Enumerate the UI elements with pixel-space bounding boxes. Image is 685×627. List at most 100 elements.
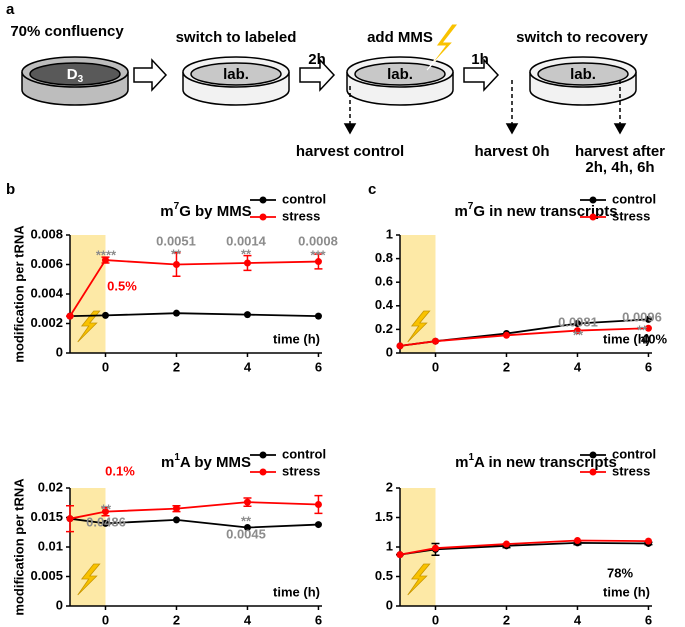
medium xyxy=(537,62,629,86)
data-point xyxy=(66,312,74,320)
x-axis-label: time (h) xyxy=(273,331,320,346)
data-point xyxy=(101,311,109,319)
legend-label: stress xyxy=(282,208,320,223)
x-tick-label: 0 xyxy=(102,612,109,627)
title-part: 7 xyxy=(468,201,474,212)
y-tick-label: 2 xyxy=(386,479,393,494)
panel-label: b xyxy=(6,181,15,198)
data-point xyxy=(243,498,251,506)
x-axis-label: time (h) xyxy=(603,584,650,599)
highlight-band xyxy=(70,235,106,353)
x-tick-label: 4 xyxy=(244,359,252,374)
data-point xyxy=(172,516,180,524)
chart: 0 0.2 0.4 0.6 0.8 1 0 2 4 6 time (h) m7G in new tra… xyxy=(375,191,668,374)
data-point xyxy=(502,540,510,548)
dish-label-main: D xyxy=(67,66,78,83)
data-point xyxy=(431,337,439,345)
legend-label: stress xyxy=(612,208,650,223)
data-point xyxy=(573,327,581,335)
x-tick-label: 0 xyxy=(432,359,439,374)
x-tick-label: 6 xyxy=(645,359,652,374)
annotation: ** xyxy=(171,246,182,261)
annotation: 0.0081 xyxy=(558,314,598,329)
step-label: 70% confluency xyxy=(10,23,124,40)
x-tick-label: 4 xyxy=(244,612,252,627)
dish-label: lab. xyxy=(570,66,596,83)
title-part: G in new transcripts xyxy=(473,203,617,220)
x-tick-label: 2 xyxy=(503,359,510,374)
medium xyxy=(354,62,446,86)
harvest-label: 2h, 4h, 6h xyxy=(585,159,654,176)
legend-marker xyxy=(589,468,597,476)
legend-marker xyxy=(589,213,597,221)
annotation: 0.0486 xyxy=(86,514,126,529)
data-point xyxy=(101,519,109,527)
data-point xyxy=(396,342,404,350)
x-tick-label: 6 xyxy=(315,612,322,627)
data-point xyxy=(243,311,251,319)
legend-marker xyxy=(259,468,267,476)
harvest-label: harvest control xyxy=(296,143,404,160)
lightning-icon xyxy=(426,23,460,71)
chart-title: m1A in new transcripts xyxy=(455,452,617,471)
y-tick-label: 1.5 xyxy=(375,509,393,524)
y-tick-label: 0.02 xyxy=(38,479,63,494)
harvest-label: harvest 0h xyxy=(474,143,549,160)
x-tick-label: 0 xyxy=(102,359,109,374)
y-tick-label: 1 xyxy=(386,538,393,553)
dish-label: D3 xyxy=(67,66,84,85)
y-tick-label: 0.005 xyxy=(30,568,63,583)
medium xyxy=(190,62,282,86)
annotation: ** xyxy=(241,246,252,261)
annotation: 0.0014 xyxy=(226,233,267,248)
data-point xyxy=(644,324,652,332)
medium xyxy=(29,62,121,86)
annotation: 0.0051 xyxy=(156,233,196,248)
step-label: switch to recovery xyxy=(516,29,648,46)
delay-label: 1h xyxy=(471,51,489,68)
step-label: add MMS xyxy=(367,29,433,46)
y-tick-label: 0.8 xyxy=(375,250,393,265)
x-tick-label: 0 xyxy=(432,612,439,627)
y-tick-label: 0 xyxy=(386,344,393,359)
data-point xyxy=(101,508,109,516)
title-part: m xyxy=(454,203,467,220)
panel-label: c xyxy=(368,181,376,198)
lightning-icon xyxy=(77,310,101,343)
legend-label: control xyxy=(282,191,326,206)
y-tick-label: 0.015 xyxy=(30,509,63,524)
annotation: 78% xyxy=(607,565,633,580)
schematic xyxy=(21,23,637,135)
data-point xyxy=(172,261,180,268)
annotation: ** xyxy=(241,513,252,528)
annotation: 0.0008 xyxy=(298,233,338,248)
lightning-icon xyxy=(77,563,101,596)
x-axis-label: time (h) xyxy=(603,331,650,346)
data-point xyxy=(66,515,74,523)
legend-marker xyxy=(259,451,267,459)
highlight-band xyxy=(400,235,436,353)
arrow xyxy=(133,58,168,92)
y-tick-label: 0.5 xyxy=(375,568,393,583)
data-point xyxy=(314,501,322,509)
y-tick-label: 0.008 xyxy=(30,226,63,241)
data-point xyxy=(314,312,322,320)
annotation: 0.5% xyxy=(107,278,137,293)
data-point xyxy=(573,537,581,545)
legend-label: control xyxy=(612,191,656,206)
annotation: **** xyxy=(96,247,117,262)
title-part: 1 xyxy=(174,452,180,463)
x-tick-label: 2 xyxy=(173,359,180,374)
y-tick-label: 0.006 xyxy=(30,256,63,271)
x-axis-label: time (h) xyxy=(273,584,320,599)
y-tick-label: 0.004 xyxy=(30,285,63,300)
x-tick-label: 2 xyxy=(503,612,510,627)
highlight-band xyxy=(70,488,106,606)
annotation: 0.1% xyxy=(105,463,135,478)
y-tick-label: 0 xyxy=(56,344,63,359)
data-point xyxy=(314,521,322,529)
data-point xyxy=(573,320,581,327)
y-tick-label: 0.01 xyxy=(38,538,63,553)
x-tick-label: 6 xyxy=(645,612,652,627)
legend-marker xyxy=(259,196,267,204)
